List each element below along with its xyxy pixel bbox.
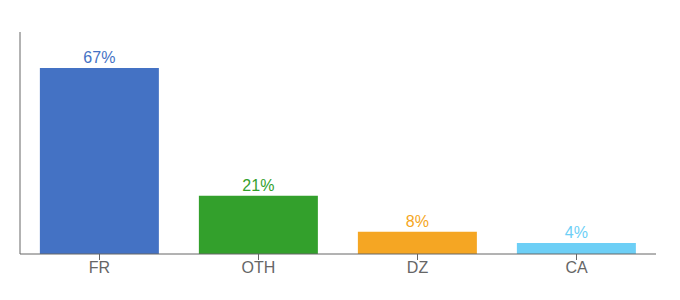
svg-text:DZ: DZ bbox=[407, 259, 429, 276]
svg-text:4%: 4% bbox=[565, 224, 588, 241]
svg-text:FR: FR bbox=[89, 259, 110, 276]
svg-text:67%: 67% bbox=[83, 49, 115, 66]
svg-text:21%: 21% bbox=[242, 177, 274, 194]
svg-text:OTH: OTH bbox=[242, 259, 276, 276]
svg-text:CA: CA bbox=[565, 259, 588, 276]
svg-text:8%: 8% bbox=[406, 213, 429, 230]
